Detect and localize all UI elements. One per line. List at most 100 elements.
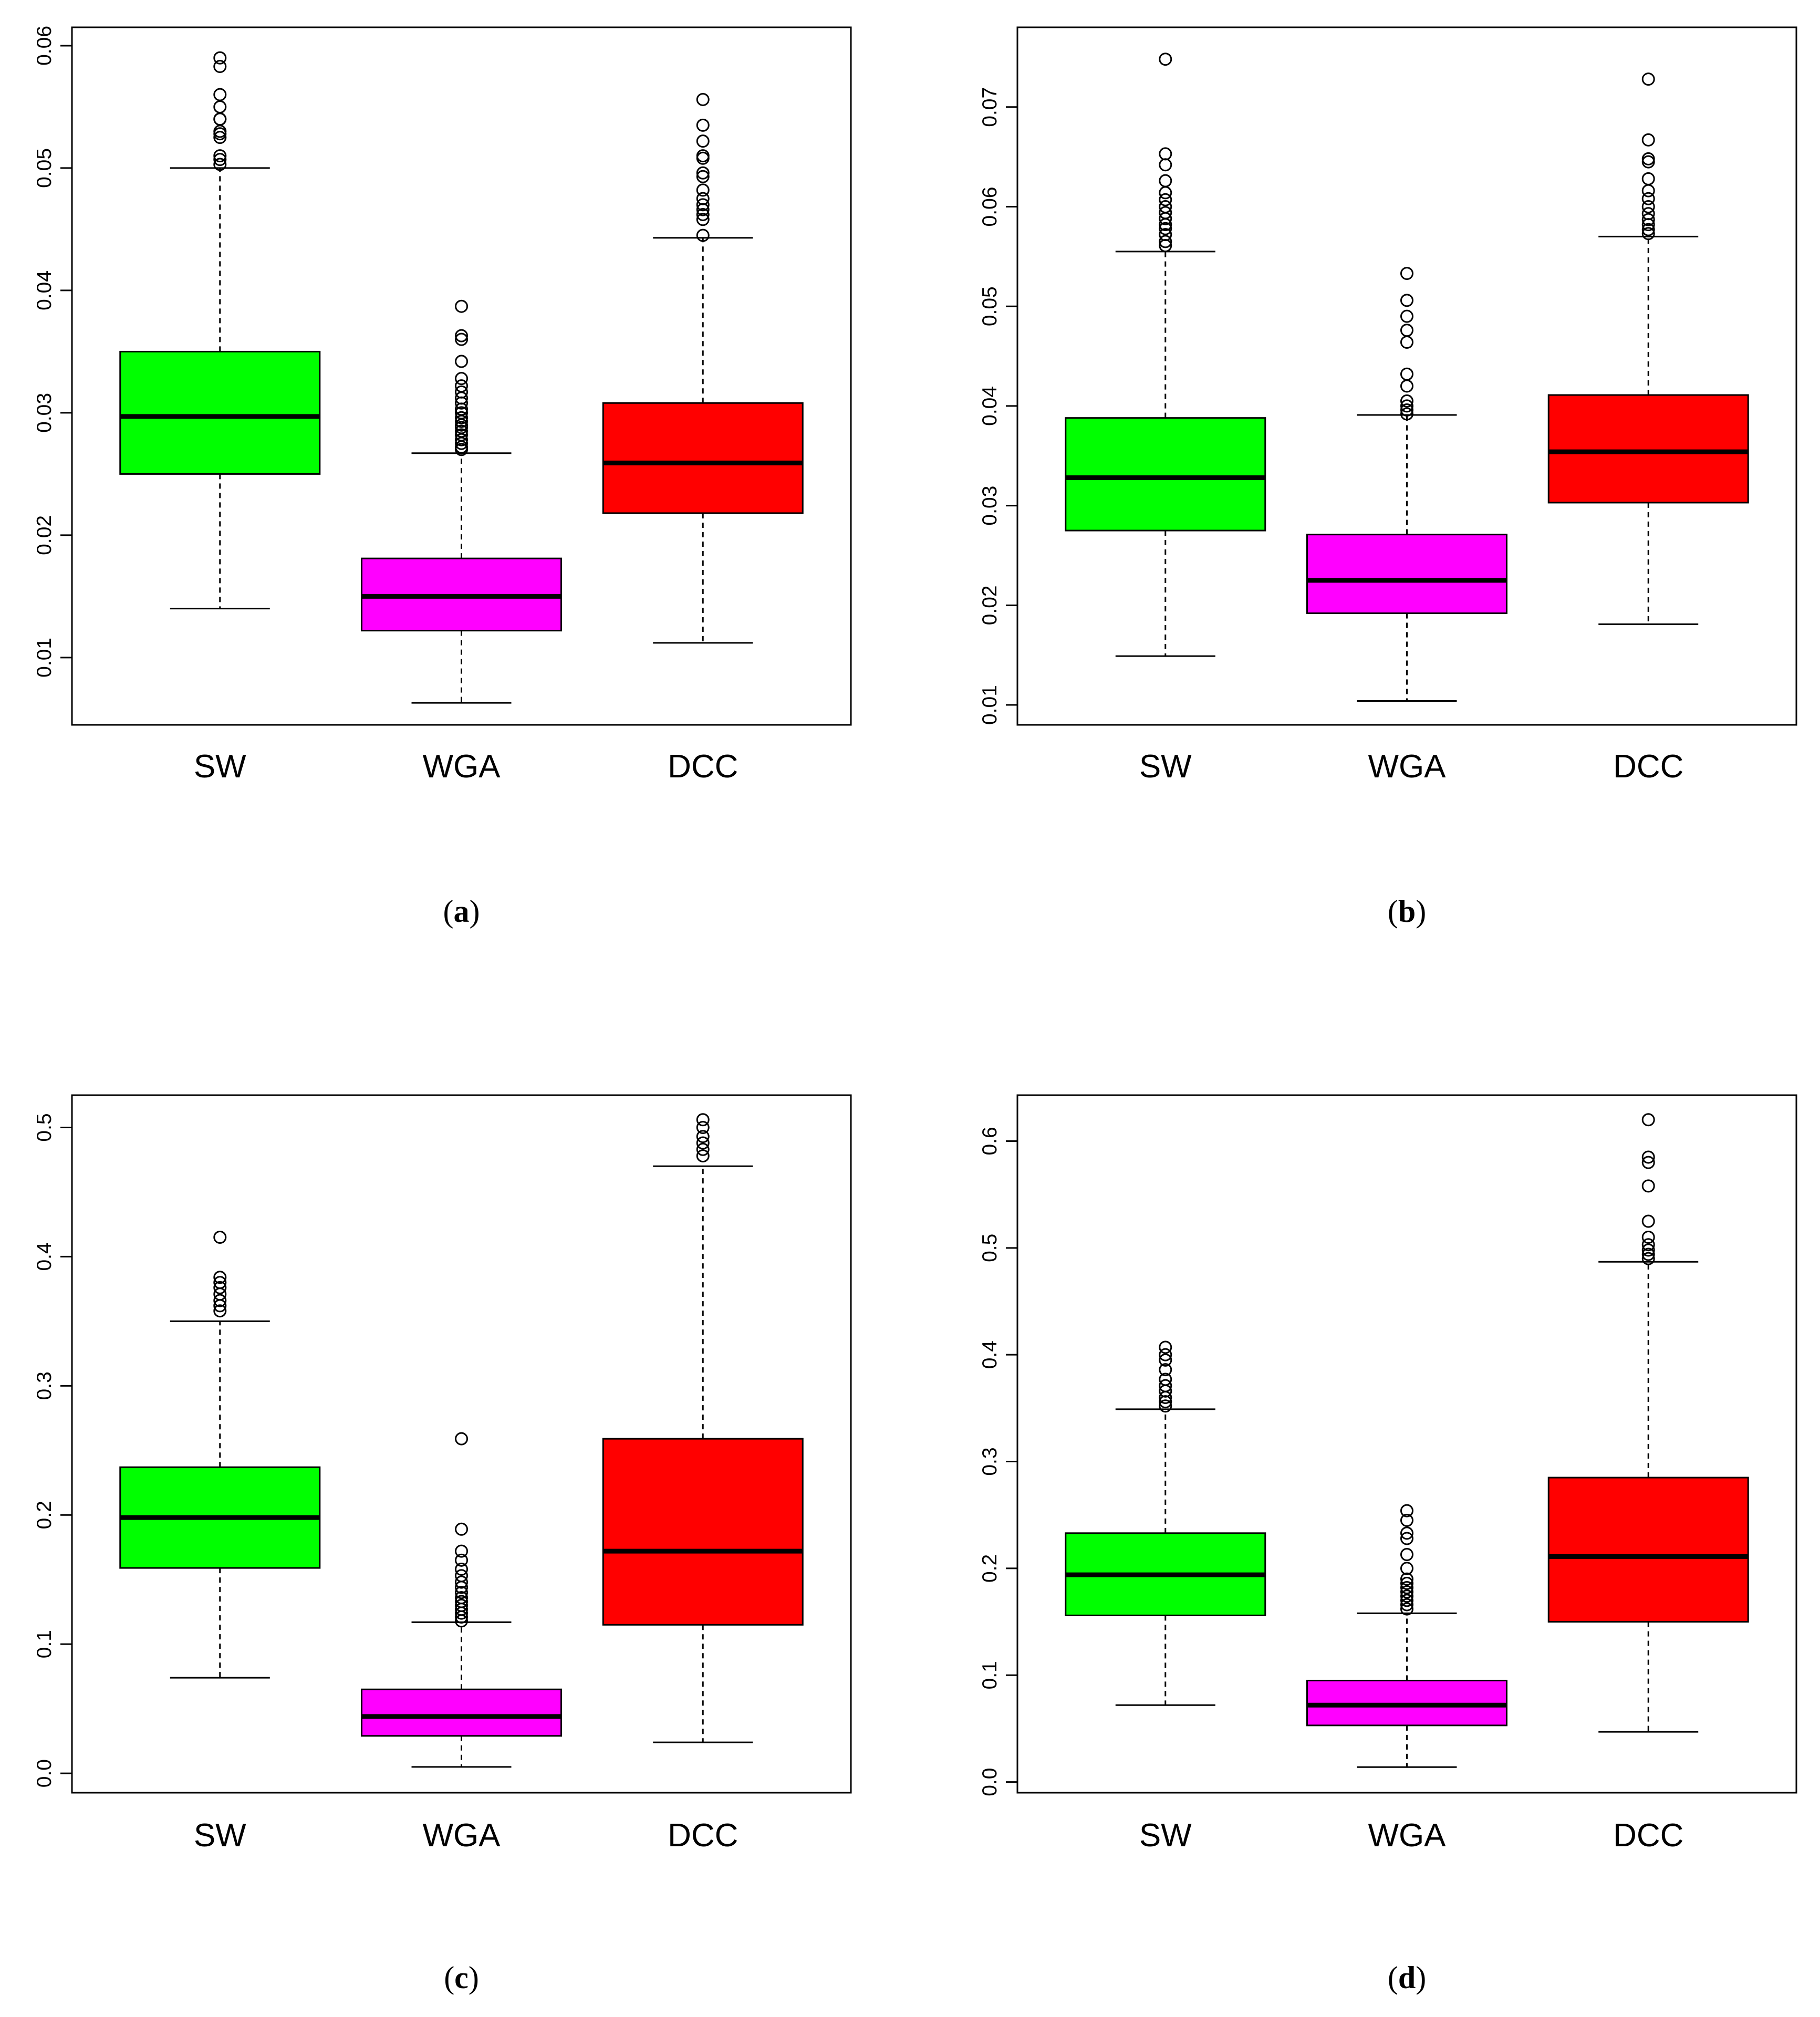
outlier-point xyxy=(1400,1504,1413,1517)
outlier-point xyxy=(213,88,227,101)
y-tick-label: 0.1 xyxy=(979,1661,1001,1689)
outlier-point xyxy=(1159,174,1172,188)
panel-label: (b) xyxy=(1388,894,1426,929)
y-tick-label: 0.02 xyxy=(33,515,56,555)
outlier-point xyxy=(696,166,710,180)
y-tick-label: 0.5 xyxy=(979,1234,1001,1262)
outlier-point xyxy=(1400,1562,1413,1575)
panel-b: 0.01 0.02 0.03 0.04 0.05 0.06 0.07 SW WGA DCC (b) xyxy=(979,26,1797,929)
y-tick-label: 0.06 xyxy=(979,187,1001,227)
panel-letter: b xyxy=(1398,894,1416,929)
outlier-point xyxy=(213,158,227,171)
category-label: WGA xyxy=(422,748,501,785)
outlier-point xyxy=(696,183,710,197)
box-sw xyxy=(119,1231,321,1679)
outlier-point xyxy=(1641,227,1655,241)
outlier-point xyxy=(1159,53,1172,66)
box-body xyxy=(119,350,321,475)
outlier-point xyxy=(213,153,227,167)
outlier-point xyxy=(1159,228,1172,242)
category-label: DCC xyxy=(668,1817,738,1854)
outlier-point xyxy=(455,355,468,368)
box-sw xyxy=(1065,1340,1266,1706)
y-tick-label: 0.05 xyxy=(33,148,56,188)
outlier-point xyxy=(1400,1526,1413,1540)
outlier-point xyxy=(455,1553,468,1567)
y-tick-label: 0.1 xyxy=(33,1630,56,1658)
category-label: SW xyxy=(1139,1817,1192,1854)
outlier-point xyxy=(455,411,468,424)
outlier-point xyxy=(696,1120,710,1134)
y-tick-label: 0.01 xyxy=(979,685,1001,725)
outlier-point xyxy=(1159,1348,1172,1361)
y-tick-label: 0.01 xyxy=(33,638,56,678)
panel-letter: d xyxy=(1398,1960,1416,1995)
outlier-point xyxy=(1400,1585,1413,1599)
category-label: DCC xyxy=(1613,748,1683,785)
y-tick-label: 0.03 xyxy=(979,486,1001,526)
y-tick-label: 0.2 xyxy=(979,1554,1001,1583)
outlier-point xyxy=(455,1563,468,1576)
outlier-point xyxy=(1400,1581,1413,1595)
outlier-point xyxy=(696,213,710,226)
y-tick-label: 0.07 xyxy=(979,87,1001,127)
outlier-point xyxy=(1641,200,1655,213)
outlier-point xyxy=(1159,1373,1172,1386)
outlier-point xyxy=(696,1142,710,1156)
outlier-point xyxy=(1400,1572,1413,1586)
y-tick-label: 0.04 xyxy=(979,386,1001,426)
panel-d: 0.0 0.1 0.2 0.3 0.4 0.5 0.6 SW WGA DCC (d) xyxy=(979,1094,1797,1995)
category-label: WGA xyxy=(1368,1817,1446,1854)
outlier-point xyxy=(213,51,227,65)
outlier-point xyxy=(1641,192,1655,205)
outlier-point xyxy=(696,1136,710,1150)
outlier-point xyxy=(455,299,468,313)
y-tick-label: 0.0 xyxy=(33,1759,56,1787)
y-tick-label: 0.0 xyxy=(979,1768,1001,1796)
panel-label: (d) xyxy=(1388,1960,1426,1995)
outlier-point xyxy=(213,1294,227,1307)
box-dcc xyxy=(602,92,804,644)
outlier-point xyxy=(696,170,710,183)
outlier-point xyxy=(696,118,710,132)
outlier-point xyxy=(1641,72,1655,86)
box-wga xyxy=(1306,267,1507,702)
y-tick-label: 0.03 xyxy=(33,393,56,433)
outlier-point xyxy=(1641,1214,1655,1228)
y-tick-label: 0.04 xyxy=(33,271,56,310)
box-sw xyxy=(1065,53,1266,657)
category-label: SW xyxy=(1139,748,1192,785)
category-label: SW xyxy=(194,1817,246,1854)
outlier-point xyxy=(213,1276,227,1290)
outlier-point xyxy=(455,1432,468,1446)
outlier-point xyxy=(213,60,227,74)
outlier-point xyxy=(1400,403,1413,417)
outlier-point xyxy=(696,1130,710,1143)
outlier-point xyxy=(455,1522,468,1536)
outlier-point xyxy=(1159,1353,1172,1367)
panel-a: 0.01 0.02 0.03 0.04 0.05 0.06 SW WGA DCC (a) xyxy=(33,26,852,929)
outlier-point xyxy=(213,131,227,144)
outlier-point xyxy=(1641,223,1655,236)
outlier-point xyxy=(455,1569,468,1583)
box-body xyxy=(1065,417,1266,532)
outlier-point xyxy=(696,149,710,163)
y-tick-label: 0.4 xyxy=(979,1340,1001,1369)
y-tick-label: 0.4 xyxy=(33,1242,56,1271)
outlier-point xyxy=(696,1149,710,1163)
box-body xyxy=(1306,534,1507,615)
outlier-point xyxy=(1159,1379,1172,1392)
outlier-point xyxy=(1641,152,1655,165)
box-wga xyxy=(361,1432,562,1768)
outlier-point xyxy=(455,1575,468,1589)
outlier-point xyxy=(1400,367,1413,381)
y-tick-label: 0.5 xyxy=(33,1113,56,1141)
outlier-point xyxy=(1159,193,1172,206)
outlier-point xyxy=(1641,1156,1655,1169)
outlier-point xyxy=(1400,324,1413,337)
outlier-point xyxy=(696,228,710,242)
outlier-point xyxy=(1159,147,1172,161)
box-body xyxy=(602,402,804,514)
outlier-point xyxy=(1641,1243,1655,1257)
outlier-point xyxy=(1400,294,1413,307)
